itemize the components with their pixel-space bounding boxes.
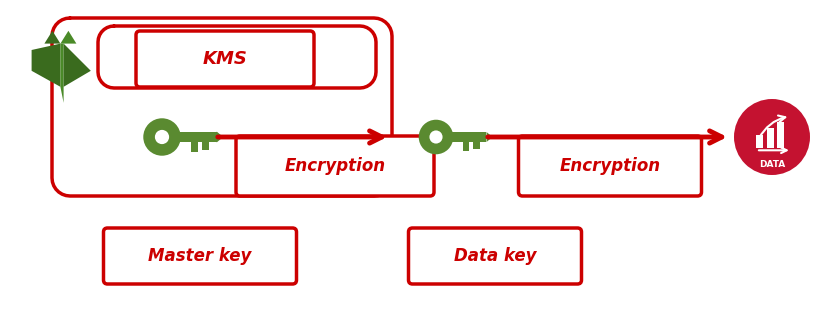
Text: Encryption: Encryption: [285, 157, 385, 175]
Bar: [463, 142, 469, 151]
Circle shape: [155, 130, 169, 144]
Bar: [202, 143, 210, 150]
Polygon shape: [60, 44, 64, 103]
Text: Encryption: Encryption: [559, 157, 661, 175]
Text: DATA: DATA: [759, 160, 785, 169]
Bar: [175, 132, 217, 143]
Polygon shape: [45, 31, 60, 44]
Polygon shape: [64, 44, 91, 87]
Polygon shape: [487, 132, 493, 142]
Polygon shape: [60, 31, 77, 44]
FancyBboxPatch shape: [518, 136, 701, 196]
Bar: [777, 122, 784, 149]
FancyBboxPatch shape: [236, 136, 434, 196]
Circle shape: [734, 99, 810, 175]
Circle shape: [430, 130, 442, 143]
Text: Master key: Master key: [148, 247, 252, 265]
Bar: [766, 127, 774, 149]
Polygon shape: [31, 44, 60, 87]
Bar: [757, 135, 763, 149]
Polygon shape: [217, 132, 224, 143]
Text: KMS: KMS: [203, 50, 248, 68]
Bar: [191, 143, 198, 152]
Circle shape: [144, 118, 181, 156]
Bar: [473, 142, 480, 149]
Bar: [448, 132, 487, 142]
Circle shape: [419, 120, 453, 154]
FancyBboxPatch shape: [103, 228, 296, 284]
FancyBboxPatch shape: [408, 228, 582, 284]
FancyBboxPatch shape: [136, 31, 314, 87]
Text: Data key: Data key: [454, 247, 536, 265]
